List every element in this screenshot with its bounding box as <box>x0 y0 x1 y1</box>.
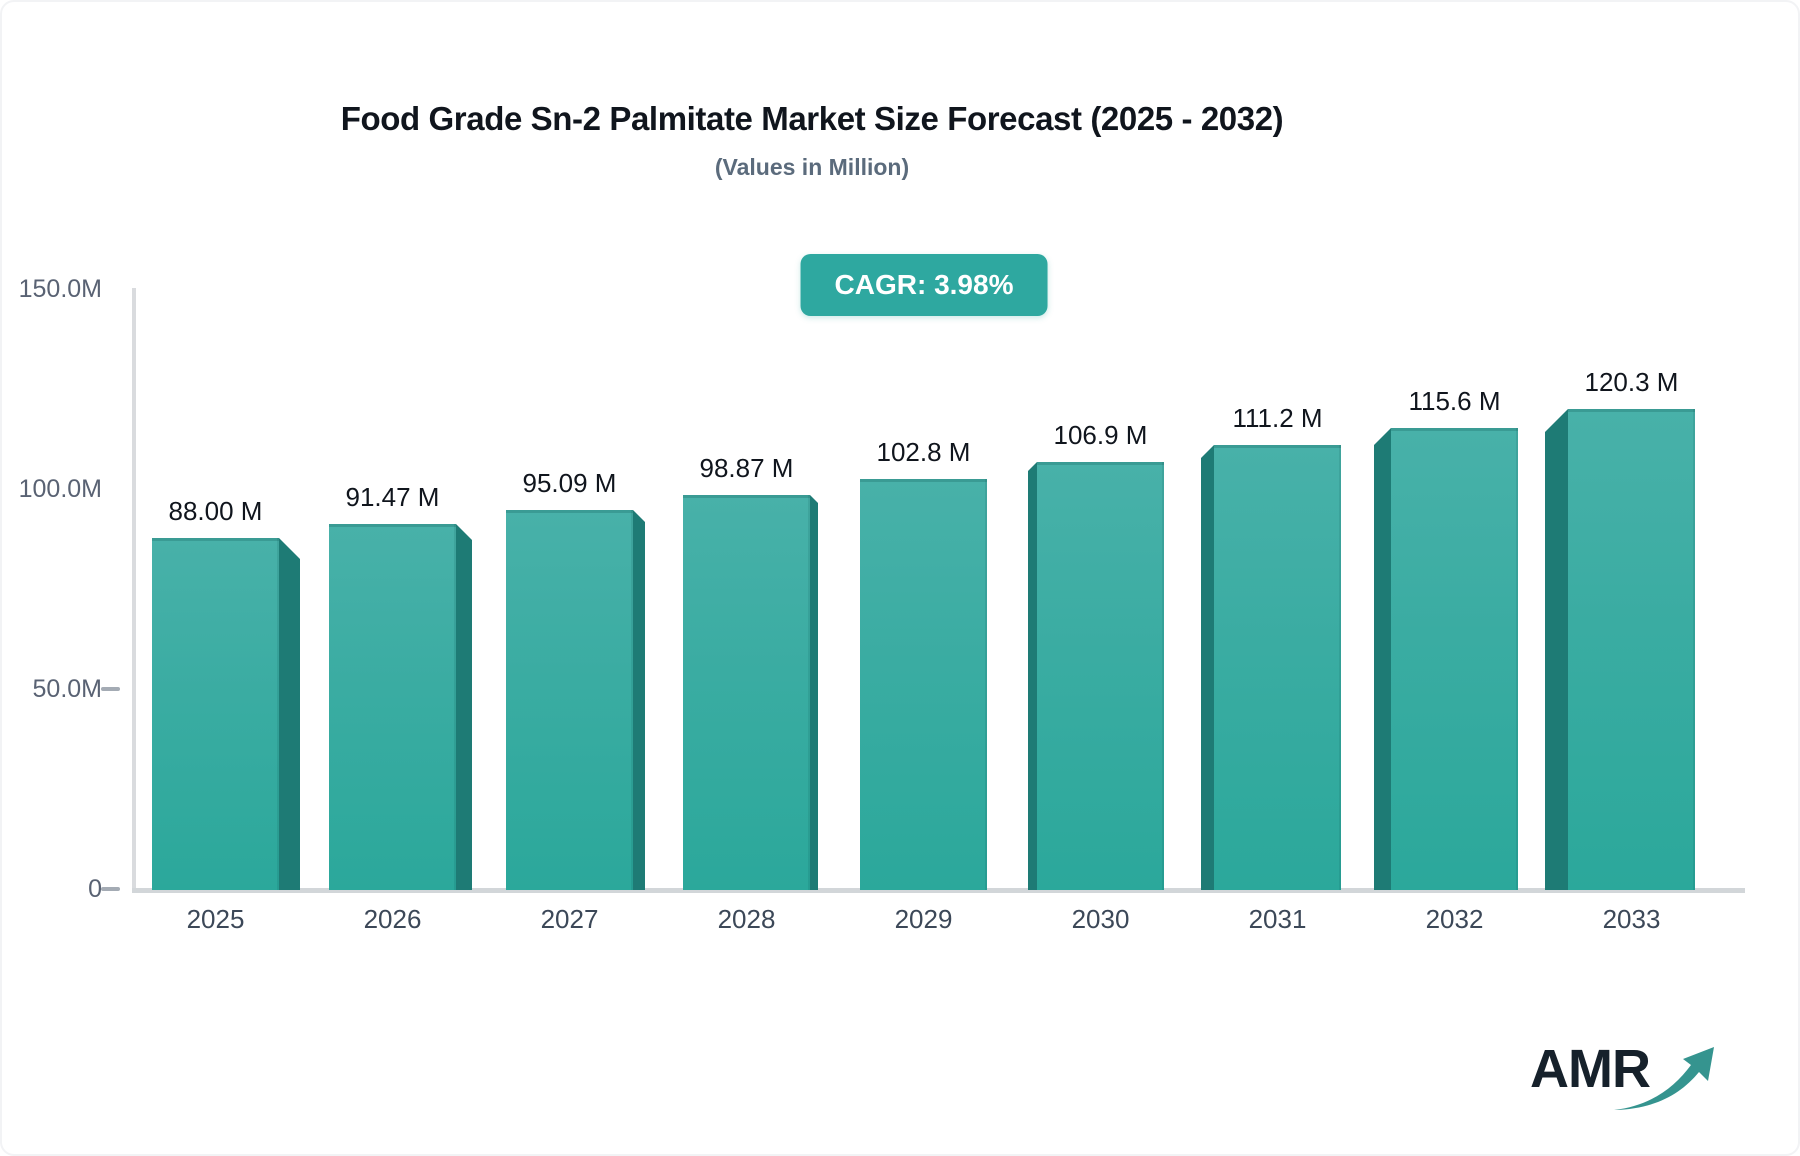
bar-side-face-2031 <box>1201 445 1214 890</box>
growth-arrow-icon <box>1614 1047 1714 1110</box>
bar-2033[interactable] <box>1568 409 1695 890</box>
bar-value-label-2028: 98.87 M <box>699 453 794 483</box>
chart-title: Food Grade Sn-2 Palmitate Market Size Fo… <box>340 100 1284 137</box>
bar-value-label-2025: 88.00 M <box>168 496 263 526</box>
bar-side-face-2028 <box>810 495 818 890</box>
cagr-badge: CAGR: 3.98% <box>800 254 1048 316</box>
bar-value-label-2031: 111.2 M <box>1232 403 1323 433</box>
bar-side-face-2030 <box>1028 462 1037 890</box>
y-tick-mark-0 <box>101 887 120 891</box>
x-tick-label-2026: 2026 <box>363 904 422 934</box>
bar-side-face-2026 <box>456 524 472 890</box>
x-tick-label-2031: 2031 <box>1248 904 1307 934</box>
y-tick-label-50: 50.0M <box>32 675 102 703</box>
bar-2029[interactable] <box>860 479 987 890</box>
y-tick-label-0: 0 <box>88 875 102 903</box>
x-tick-label-2029: 2029 <box>894 904 953 934</box>
bar-2026[interactable] <box>329 524 456 890</box>
bar-value-label-2032: 115.6 M <box>1408 386 1501 416</box>
title-block: Food Grade Sn-2 Palmitate Market Size Fo… <box>2 100 1622 181</box>
x-tick-label-2033: 2033 <box>1602 904 1661 934</box>
bar-side-face-2033 <box>1545 409 1568 890</box>
bar-value-label-2030: 106.9 M <box>1053 420 1148 450</box>
x-tick-label-2030: 2030 <box>1071 904 1130 934</box>
bar-value-label-2033: 120.3 M <box>1584 367 1679 397</box>
bar-value-label-2027: 95.09 M <box>522 468 617 498</box>
bar-2027[interactable] <box>506 510 633 890</box>
x-tick-label-2028: 2028 <box>717 904 776 934</box>
x-tick-label-2025: 2025 <box>186 904 245 934</box>
bar-2031[interactable] <box>1214 445 1341 890</box>
y-tick-mark-50 <box>101 687 120 691</box>
bar-side-face-2027 <box>633 510 645 890</box>
bar-value-label-2026: 91.47 M <box>345 482 440 512</box>
x-axis-baseline <box>132 888 1745 893</box>
bar-2030[interactable] <box>1037 462 1164 890</box>
bar-side-face-2025 <box>279 538 300 890</box>
bar-2032[interactable] <box>1391 428 1518 890</box>
bar-value-label-2029: 102.8 M <box>876 437 971 467</box>
chart-subtitle: (Values in Million) <box>714 154 910 180</box>
y-tick-label-150: 150.0M <box>18 275 102 303</box>
y-tick-label-100: 100.0M <box>18 475 102 503</box>
amr-logo-text: AMR <box>1530 1039 1651 1099</box>
x-tick-label-2027: 2027 <box>540 904 599 934</box>
bar-2025[interactable] <box>152 538 279 890</box>
bar-side-face-2032 <box>1374 428 1391 890</box>
x-tick-label-2032: 2032 <box>1425 904 1484 934</box>
y-axis-line <box>132 288 136 892</box>
amr-logo: AMR <box>1530 1038 1730 1128</box>
bar-2028[interactable] <box>683 495 810 890</box>
